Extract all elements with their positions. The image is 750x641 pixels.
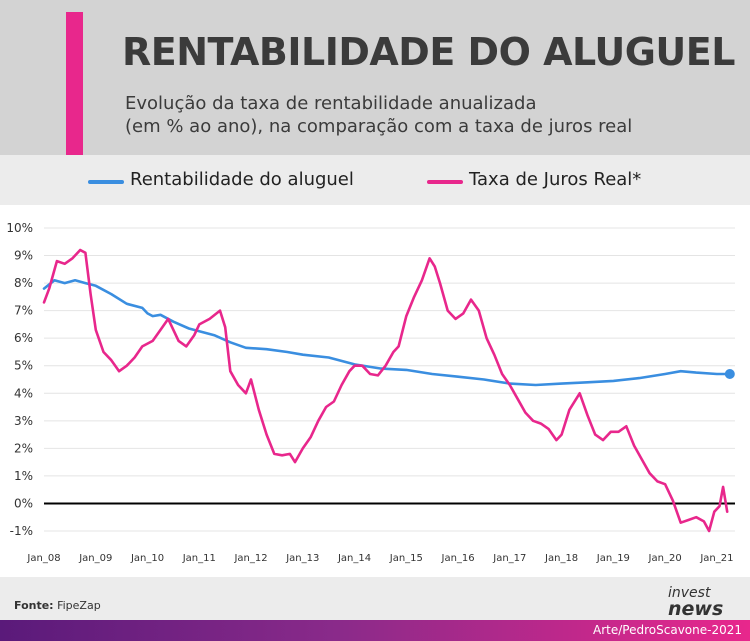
accent-bar — [66, 12, 83, 155]
x-tick-label: Jan_14 — [337, 553, 371, 564]
x-tick-label: Jan_11 — [182, 553, 216, 564]
x-tick-label: Jan_16 — [441, 553, 475, 564]
series-1-end-marker — [724, 368, 735, 379]
x-tick-label: Jan_13 — [285, 553, 319, 564]
y-tick-label: 1% — [14, 469, 33, 483]
source-label: Fonte: — [14, 599, 54, 612]
header: RENTABILIDADE DO ALUGUEL Evolução da tax… — [0, 0, 750, 155]
logo-text-top: invest — [668, 585, 711, 601]
credit-bar: Arte/PedroScavone-2021 — [0, 620, 750, 641]
x-tick-label: Jan_12 — [233, 553, 267, 564]
x-tick-label: Jan_15 — [389, 553, 423, 564]
x-tick-label: Jan_10 — [130, 553, 164, 564]
series-line-2 — [42, 248, 729, 533]
chart-subtitle: Evolução da taxa de rentabilidade anuali… — [125, 92, 735, 138]
legend: Rentabilidade do aluguel Taxa de Juros R… — [0, 155, 750, 205]
y-tick-label: 10% — [6, 221, 33, 235]
legend-label-series2: Taxa de Juros Real* — [469, 169, 642, 190]
subtitle-line-1: Evolução da taxa de rentabilidade anuali… — [125, 93, 537, 114]
x-tick-label: Jan_09 — [78, 553, 112, 564]
x-tick-label: Jan_21 — [699, 553, 733, 564]
credit-text: Arte/PedroScavone-2021 — [593, 623, 742, 637]
x-tick-label: Jan_18 — [544, 553, 578, 564]
legend-swatch-series1 — [88, 180, 124, 184]
footer: Fonte: FipeZap invest news — [0, 577, 750, 620]
logo-text-bottom: news — [668, 598, 724, 620]
chart-title: RENTABILIDADE DO ALUGUEL — [122, 30, 735, 74]
y-tick-label: 9% — [14, 249, 33, 263]
series-line-1 — [42, 279, 732, 387]
x-tick-label: Jan_19 — [596, 553, 630, 564]
x-tick-label: Jan_20 — [648, 553, 682, 564]
y-tick-label: 3% — [14, 414, 33, 428]
source-value: FipeZap — [57, 599, 101, 612]
y-tick-label: 2% — [14, 441, 33, 455]
y-tick-label: 5% — [14, 359, 33, 373]
x-tick-label: Jan_08 — [26, 553, 60, 564]
plot-area: -1% 0% 1% 2% 3% 4% 5% 6% 7% 8% 9% 10% Jan_08 Jan_09 Ja… — [0, 205, 750, 577]
y-tick-label: 4% — [14, 386, 33, 400]
x-tick-label: Jan_17 — [492, 553, 526, 564]
legend-swatch-series2 — [427, 180, 463, 184]
y-tick-label: 6% — [14, 331, 33, 345]
legend-label-series1: Rentabilidade do aluguel — [130, 169, 354, 190]
source-note: Fonte: FipeZap — [14, 599, 101, 612]
y-tick-label: 0% — [14, 496, 33, 510]
y-tick-label: -1% — [10, 524, 33, 538]
y-tick-label: 8% — [14, 276, 33, 290]
subtitle-line-2: (em % ao ano), na comparação com a taxa … — [125, 116, 633, 137]
y-tick-label: 7% — [14, 304, 33, 318]
line-chart: -1% 0% 1% 2% 3% 4% 5% 6% 7% 8% 9% 10% Jan_08 Jan_09 Ja… — [6, 221, 735, 564]
investnews-logo: invest news — [664, 585, 736, 620]
